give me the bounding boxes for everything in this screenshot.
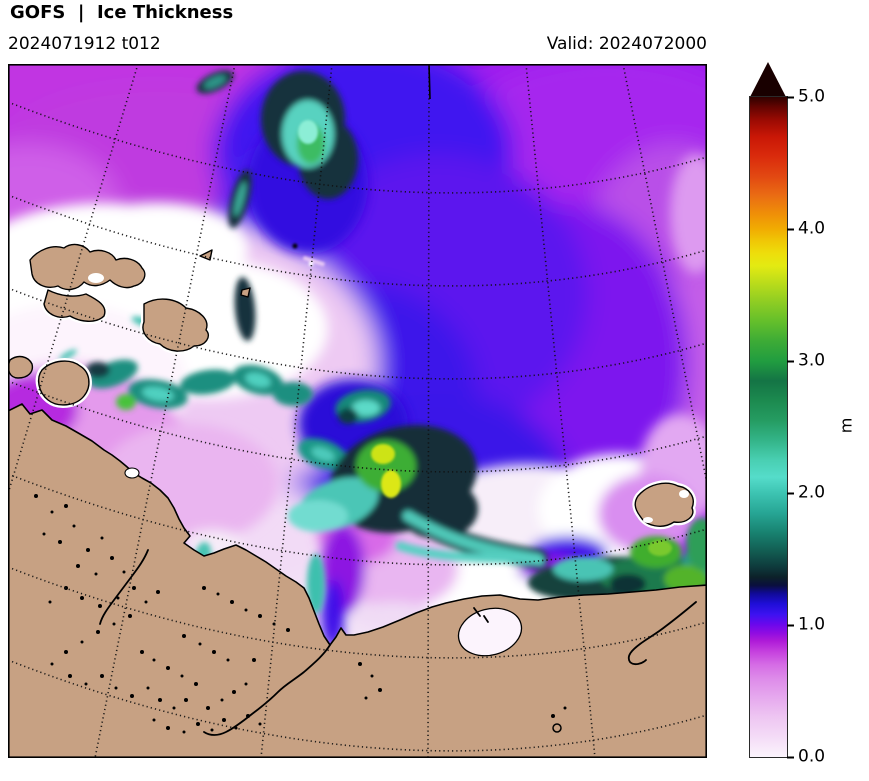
map-canvas: [8, 64, 707, 758]
tick-label: 1.0: [798, 614, 826, 635]
tick-mark: [787, 228, 794, 230]
tick-label: 0.0: [798, 746, 826, 767]
colorbar-tick: 3.0: [787, 350, 826, 371]
meridian-solid-segment: [428, 64, 431, 100]
colorbar-ticks: 5.0 4.0 3.0 2.0 1.0 0.0: [787, 88, 857, 765]
figure-subtitle-row: 2024071912 t012 Valid: 2024072000: [8, 34, 707, 54]
map-border: [8, 64, 707, 758]
colorbar-tick: 1.0: [787, 614, 826, 635]
valid-timestamp: Valid: 2024072000: [546, 34, 707, 54]
tick-mark: [787, 96, 794, 98]
colorbar-tick: 5.0: [787, 86, 826, 107]
colorbar-extend-arrow: [750, 62, 786, 97]
colorbar-tick: 4.0: [787, 218, 826, 239]
figure-title: GOFS | Ice Thickness: [10, 2, 234, 23]
colorbar-tick: 2.0: [787, 482, 826, 503]
tick-label: 3.0: [798, 350, 826, 371]
ice-thickness-map: [8, 64, 707, 758]
colorbar-tick: 0.0: [787, 746, 826, 767]
coastal-lagoon: [457, 607, 523, 657]
land-group: [8, 241, 707, 758]
coastal-inlet: [124, 467, 140, 479]
colorbar-unit-label: m: [836, 417, 856, 434]
colorbar-gradient: [749, 96, 788, 758]
tick-label: 4.0: [798, 218, 826, 239]
tick-mark: [787, 492, 794, 494]
tick-label: 5.0: [798, 86, 826, 107]
thick-ice-features: [59, 70, 707, 614]
ice-cores: [292, 120, 672, 556]
rivers: [99, 549, 697, 736]
tick-mark: [787, 624, 794, 626]
lakes: [34, 494, 567, 734]
mainland-coastline: [8, 403, 707, 758]
graticule: [8, 64, 707, 758]
tick-label: 2.0: [798, 482, 826, 503]
run-timestamp: 2024071912 t012: [8, 34, 161, 54]
tick-mark: [787, 756, 794, 758]
tick-mark: [787, 360, 794, 362]
